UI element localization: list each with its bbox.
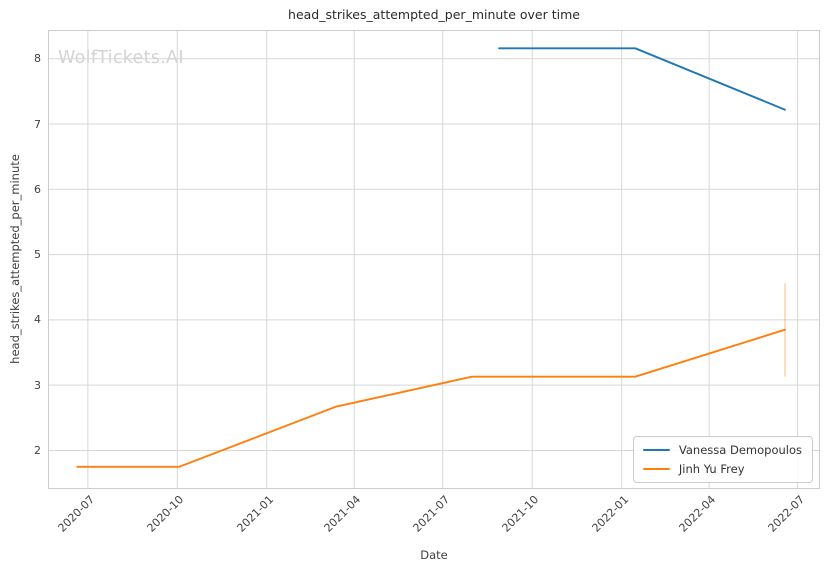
x-axis-label: Date — [420, 548, 448, 562]
y-tick-label: 7 — [34, 117, 41, 131]
y-tick-label: 2 — [34, 443, 41, 457]
series-line-vanessa-demopoulos — [498, 47, 786, 111]
y-tick-label: 6 — [34, 182, 41, 196]
y-tick-label: 8 — [34, 52, 41, 66]
x-tick-label: 2021-10 — [499, 493, 542, 535]
y-tick-label: 5 — [34, 248, 41, 262]
legend-label: Jinh Yu Frey — [678, 462, 745, 476]
legend: Vanessa Demopoulos Jinh Yu Frey — [632, 436, 813, 483]
chart-title: head_strikes_attempted_per_minute over t… — [288, 7, 580, 22]
x-tick-label: 2022-07 — [765, 493, 807, 535]
legend-item: Jinh Yu Frey — [642, 462, 802, 476]
legend-item: Vanessa Demopoulos — [642, 443, 802, 457]
x-tick-label: 2022-01 — [589, 493, 631, 535]
x-tick-label: 2022-04 — [676, 493, 719, 535]
plot-border — [48, 30, 820, 489]
y-tick-label: 4 — [34, 313, 41, 327]
watermark: WolfTickets.AI — [58, 48, 184, 68]
legend-line-swatch — [642, 467, 670, 471]
x-tick-label: 2021-04 — [321, 493, 364, 535]
x-tick-label: 2020-07 — [55, 493, 98, 535]
y-tick-label: 3 — [34, 378, 41, 392]
x-tick-label: 2020-10 — [144, 493, 187, 535]
series-line-jinh-yu-frey — [76, 328, 786, 468]
x-tick-label: 2021-01 — [234, 493, 276, 535]
x-tick-label: 2021-07 — [410, 493, 452, 535]
legend-line-swatch — [642, 448, 670, 452]
legend-label: Vanessa Demopoulos — [678, 443, 802, 457]
plot-canvas — [48, 30, 820, 489]
y-axis-label: head_strikes_attempted_per_minute — [8, 154, 22, 364]
